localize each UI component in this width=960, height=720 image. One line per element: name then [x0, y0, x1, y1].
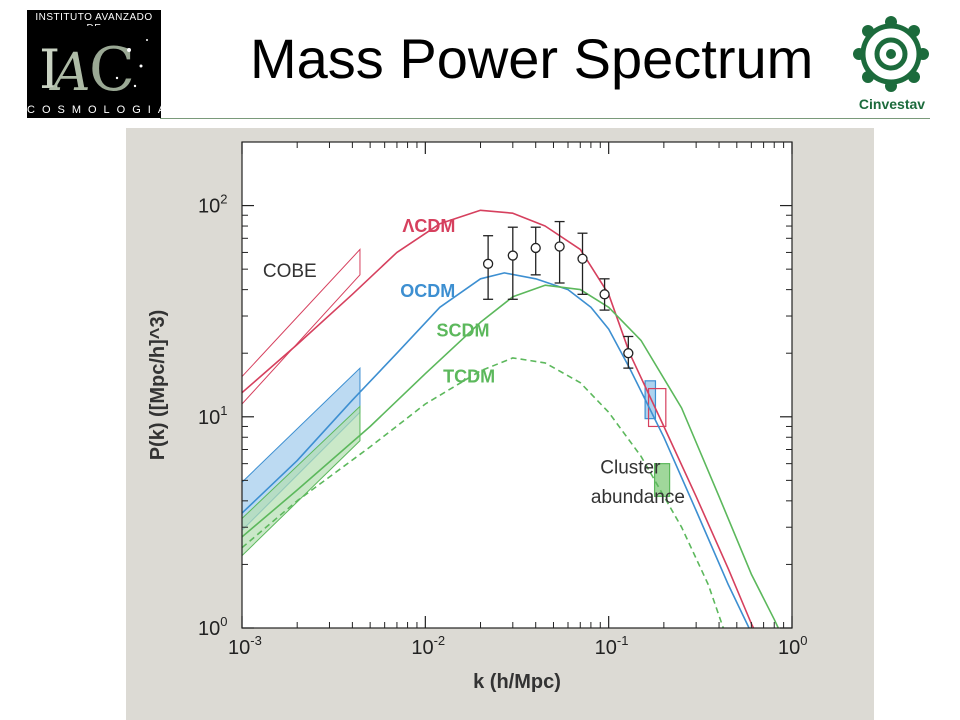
plot-area	[242, 142, 792, 628]
series-line-cdm	[242, 209, 755, 628]
cluster-label-2: abundance	[591, 487, 685, 508]
x-tick-label: 10-1	[595, 633, 629, 659]
series-label-cdm: ΛCDM	[402, 216, 455, 236]
data-point	[507, 250, 518, 261]
x-tick-label: 100	[778, 633, 807, 659]
cluster-label-1: Cluster	[600, 457, 661, 478]
plot-content: ΛCDM OCDM SCDM TCDM COBE Cluster abundance	[242, 209, 780, 628]
svg-text:A: A	[49, 43, 91, 102]
plot-frame	[241, 141, 793, 629]
cobe-scdm-band	[242, 405, 361, 557]
series-line-tcdm	[242, 357, 725, 628]
power-spectrum-chart: ΛCDM OCDM SCDM TCDM COBE Cluster abundance 10-3…	[147, 141, 807, 693]
cobe-lcdm-band	[242, 248, 361, 405]
x-tick-label: 10-3	[228, 633, 262, 659]
cinvestav-logo-icon	[853, 16, 929, 92]
cinvestav-label: Cinvestav	[858, 96, 926, 112]
svg-text:I: I	[39, 38, 60, 101]
y-tick-label: 102	[198, 192, 227, 218]
data-point	[623, 348, 634, 359]
y-tick-label: 100	[198, 614, 227, 640]
y-tick-label: 101	[198, 403, 227, 429]
series-line-scdm	[242, 284, 780, 628]
data-point	[530, 242, 541, 254]
x-axis-label: k (h/Mpc)	[473, 671, 561, 693]
chart-figure: ΛCDM OCDM SCDM TCDM COBE Cluster abundance 10-3…	[126, 128, 874, 720]
slide-title: Mass Power Spectrum	[250, 27, 814, 90]
header-rule	[160, 118, 930, 119]
iac-logo-art: I A C	[31, 26, 157, 102]
iac-logo-bottom-text: COSMOLOGIA	[27, 104, 173, 116]
data-point	[482, 258, 494, 269]
series-label-tcdm: TCDM	[443, 367, 495, 387]
cluster-ocdm-box	[644, 380, 657, 420]
cobe-label: COBE	[263, 261, 317, 282]
series-label-scdm: SCDM	[436, 320, 489, 340]
data-point	[577, 253, 588, 264]
cluster-legend-box	[653, 463, 671, 497]
series-line-ocdm	[242, 272, 750, 628]
x-tick-label: 10-2	[411, 633, 445, 659]
data-point	[554, 241, 565, 252]
data-point	[599, 289, 610, 300]
svg-text:C: C	[89, 35, 135, 102]
slide-header: INSTITUTO AVANZADO DE I A C COSMOLOGIA M…	[0, 0, 960, 122]
series-label-ocdm: OCDM	[400, 281, 455, 301]
y-axis-label: P(k) ([Mpc/h]^3)	[147, 310, 169, 461]
iac-logo: INSTITUTO AVANZADO DE I A C COSMOLOGIA	[27, 10, 173, 118]
